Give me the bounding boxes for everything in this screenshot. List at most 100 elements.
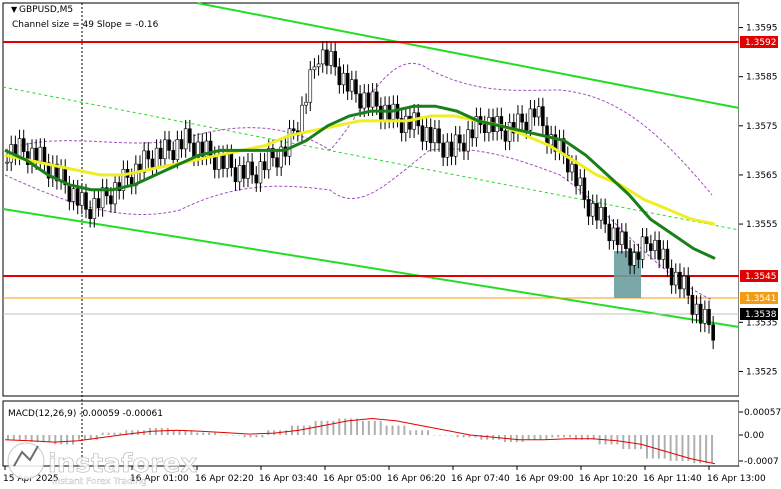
candle-body	[528, 108, 533, 131]
candle-body	[619, 231, 624, 245]
time-tick-label: 16 Apr 01:00	[130, 474, 189, 484]
candle-body	[262, 161, 267, 171]
candle	[21, 129, 26, 161]
candle	[50, 155, 55, 187]
candle-body	[167, 139, 171, 151]
candle-body	[104, 187, 109, 197]
candle-body	[578, 177, 583, 187]
macd-bar	[190, 430, 193, 435]
candle-body	[80, 192, 84, 206]
candle-body	[316, 63, 321, 68]
macd-bar	[302, 425, 305, 435]
candle-body	[482, 124, 487, 133]
candle	[250, 153, 254, 184]
dropdown-triangle-icon[interactable]: ▼	[11, 5, 18, 14]
candle	[204, 132, 209, 166]
macd-bar	[119, 432, 122, 435]
symbol-label: GBPUSD,M5	[19, 5, 73, 15]
candle	[607, 215, 612, 250]
candle-body	[644, 236, 649, 245]
instaforex-logo: instaforex Instant Forex Trading	[7, 442, 198, 487]
candle-body	[441, 142, 445, 158]
candle-body	[420, 125, 425, 142]
price-tick-label: 1.3555	[746, 220, 778, 230]
macd-bar	[474, 435, 477, 438]
candle	[183, 119, 188, 158]
candle-body	[599, 207, 603, 221]
candle	[146, 142, 151, 168]
candle-body	[690, 294, 695, 315]
macd-bar	[693, 435, 696, 464]
candle-body	[669, 267, 674, 286]
macd-bar	[616, 435, 619, 445]
candle-body	[271, 148, 275, 159]
macd-bar	[675, 435, 678, 461]
resistance-level-tag	[740, 36, 778, 48]
candlestick-series	[5, 41, 715, 350]
macd-bar	[551, 435, 554, 438]
candle	[673, 263, 678, 294]
macd-bar	[663, 435, 666, 459]
macd-bar	[267, 430, 270, 435]
candle-body	[325, 49, 329, 66]
macd-bar	[320, 420, 323, 435]
macd-bar	[125, 430, 128, 435]
candle-body	[661, 248, 666, 260]
candle-body	[466, 129, 470, 152]
candle-body	[183, 128, 188, 150]
macd-bar	[397, 425, 400, 435]
candle-body	[354, 79, 358, 95]
macd-bar	[456, 435, 459, 438]
candle	[669, 259, 674, 294]
candle-body	[142, 150, 146, 173]
candle-body	[453, 134, 458, 157]
macd-bar	[350, 418, 353, 435]
candle-body	[595, 203, 599, 221]
candle	[246, 153, 250, 188]
candle	[96, 189, 101, 217]
candle-body	[624, 231, 628, 249]
candle	[611, 219, 616, 250]
candle	[254, 166, 259, 192]
candle	[553, 125, 558, 161]
macd-bar	[450, 435, 453, 436]
candle-body	[603, 207, 607, 225]
candle-body	[657, 239, 661, 260]
candle-body	[84, 192, 88, 210]
candle	[408, 107, 412, 139]
candle-body	[21, 138, 26, 152]
candle-body	[408, 115, 412, 130]
macd-bar	[545, 435, 548, 440]
candle-body	[175, 139, 180, 161]
time-tick-label: 16 Apr 06:20	[387, 474, 446, 484]
macd-bar	[332, 420, 335, 435]
price-axis-ticks: 1.35951.35851.35751.35651.35551.35351.35…	[739, 24, 778, 377]
candle-body	[158, 147, 163, 160]
candle	[150, 150, 155, 176]
candle	[88, 200, 92, 228]
candle	[628, 239, 632, 275]
macd-bar	[18, 435, 21, 440]
candle-body	[665, 248, 670, 269]
candle	[520, 105, 524, 131]
macd-bar	[255, 435, 258, 438]
logo-chart-icon	[13, 445, 39, 467]
watermark-tagline: Instant Forex Trading	[52, 477, 147, 487]
macd-bar	[462, 435, 465, 438]
candle-body	[462, 142, 466, 152]
macd-bar	[468, 435, 471, 438]
macd-bar	[527, 435, 530, 440]
candle	[541, 97, 545, 135]
candle-body	[246, 161, 250, 179]
candle	[358, 85, 362, 117]
candle-body	[474, 116, 479, 139]
candle	[466, 120, 470, 160]
candle-body	[628, 248, 632, 266]
candle	[109, 186, 113, 213]
watermark-brand: instaforex	[48, 449, 198, 479]
candle-body	[121, 168, 126, 191]
candle-body	[17, 138, 22, 157]
candle-body	[333, 51, 337, 68]
candle-body	[88, 209, 92, 219]
macd-bar	[586, 435, 589, 440]
